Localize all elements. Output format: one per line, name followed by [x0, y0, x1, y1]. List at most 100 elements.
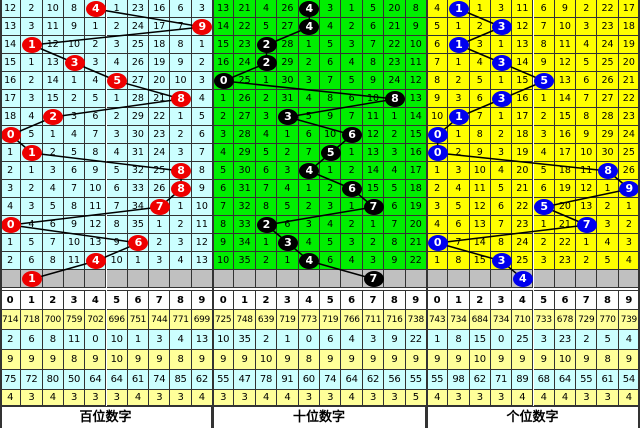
stat-cell: 68: [533, 370, 555, 390]
grid-cell: 3: [384, 144, 406, 162]
grid-cell: 19: [512, 144, 534, 162]
grid-cell: 25: [127, 36, 150, 54]
grid-cell: 1: [341, 198, 363, 216]
grid-cell: 3: [533, 126, 555, 144]
grid-cell: 15: [469, 252, 491, 270]
grid-cell: 5: [533, 162, 555, 180]
grid-cell: 11: [554, 36, 577, 54]
grid-cell: 2: [469, 18, 491, 36]
stat-cell: 9: [213, 350, 235, 370]
stat-cell: 4: [191, 390, 213, 406]
grid-cell: 3: [277, 162, 299, 180]
grid-cell: 4: [427, 216, 449, 234]
stat-cell: 64: [106, 370, 128, 390]
grid-cell: 12: [512, 18, 534, 36]
grid-cell: 6: [533, 180, 555, 198]
hit-ball: 0: [0, 127, 21, 143]
stat-cell: 1: [277, 330, 299, 350]
grid-cell: 5: [42, 198, 64, 216]
grid-cell: 9: [191, 180, 213, 198]
grid-cell: 23: [618, 108, 640, 126]
grid-cell: 3: [255, 108, 278, 126]
grid-cell: 6: [384, 198, 406, 216]
grid-cell: 24: [384, 72, 406, 90]
grid-cell: 8: [469, 126, 491, 144]
stat-cell: 5: [405, 390, 427, 406]
stat-cell: 3: [533, 330, 555, 350]
grid-cell: 30: [127, 126, 150, 144]
grid-cell: 2: [149, 234, 171, 252]
next-row-cell: [149, 270, 171, 288]
stat-cell: 10: [554, 350, 577, 370]
stat-cell: 9: [149, 350, 171, 370]
next-row-cell: [213, 270, 235, 288]
stat-cell: 22: [405, 330, 427, 350]
panel-title: 十位数字: [213, 406, 427, 428]
next-row-cell: [255, 270, 278, 288]
grid-cell: 5: [255, 18, 278, 36]
grid-cell: 4: [106, 54, 128, 72]
grid-cell: 7: [255, 180, 278, 198]
grid-cell: 3: [298, 72, 320, 90]
stat-cell: 62: [362, 370, 385, 390]
grid-cell: 4: [320, 216, 342, 234]
grid-cell: 25: [597, 54, 619, 72]
grid-cell: 1: [277, 252, 299, 270]
grid-cell: 1: [149, 216, 171, 234]
grid-cell: 2: [21, 180, 43, 198]
grid-cell: 18: [405, 180, 427, 198]
column-header: 0: [213, 290, 235, 310]
stat-cell: 0: [85, 330, 107, 350]
grid-cell: 6: [85, 108, 107, 126]
grid-cell: 15: [213, 36, 235, 54]
grid-cell: 2: [277, 144, 299, 162]
grid-cell: 13: [213, 0, 235, 18]
grid-cell: 7: [341, 108, 363, 126]
hit-ball: 3: [277, 235, 298, 251]
stat-cell: 716: [384, 310, 406, 330]
hit-ball: 3: [491, 253, 512, 269]
grid-cell: 15: [512, 72, 534, 90]
stat-cell: 61: [597, 370, 619, 390]
stat-cell: 739: [618, 310, 640, 330]
grid-cell: 6: [320, 54, 342, 72]
stat-cell: 3: [320, 390, 342, 406]
stat-cell: 10: [213, 330, 235, 350]
grid-cell: 31: [127, 144, 150, 162]
grid-cell: 2: [255, 90, 278, 108]
stat-cell: 0: [298, 330, 320, 350]
grid-cell: 10: [191, 198, 213, 216]
grid-cell: 24: [234, 54, 256, 72]
grid-cell: 4: [320, 18, 342, 36]
grid-cell: 16: [0, 72, 22, 90]
grid-cell: 26: [618, 162, 640, 180]
grid-cell: 23: [149, 126, 171, 144]
grid-cell: 2: [533, 108, 555, 126]
grid-cell: 23: [234, 36, 256, 54]
stat-cell: 4: [554, 390, 577, 406]
stat-cell: 9: [490, 350, 513, 370]
grid-cell: 9: [170, 54, 192, 72]
grid-cell: 17: [0, 90, 22, 108]
grid-cell: 29: [127, 108, 150, 126]
hit-ball: 1: [448, 109, 469, 125]
grid-cell: 5: [320, 36, 342, 54]
hit-ball: 2: [256, 37, 277, 53]
grid-cell: 30: [234, 162, 256, 180]
grid-cell: 9: [384, 252, 406, 270]
next-row-cell: [320, 270, 342, 288]
grid-cell: 1: [427, 162, 449, 180]
grid-cell: 2: [106, 108, 128, 126]
grid-cell: 5: [298, 108, 320, 126]
hit-ball: 3: [277, 109, 298, 125]
grid-cell: 1: [469, 0, 491, 18]
column-header: 3: [63, 290, 86, 310]
stat-cell: 9: [618, 350, 640, 370]
grid-cell: 10: [554, 18, 577, 36]
grid-cell: 2: [576, 252, 598, 270]
column-header: 4: [512, 290, 534, 310]
grid-cell: 7: [298, 144, 320, 162]
grid-cell: 17: [512, 108, 534, 126]
hit-ball: 7: [149, 199, 170, 215]
grid-cell: 13: [405, 90, 427, 108]
